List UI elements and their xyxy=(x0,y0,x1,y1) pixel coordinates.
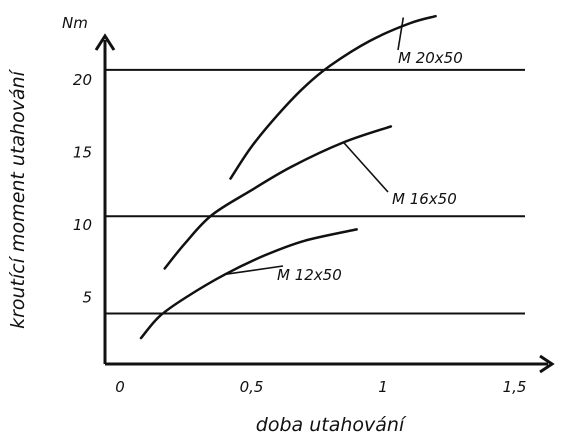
reference-lines xyxy=(105,68,525,315)
x-axis-title: doba utahování xyxy=(256,414,407,436)
series-curve-m-16x50 xyxy=(163,125,393,270)
y-tick-label: 15 xyxy=(73,144,92,162)
x-tick-label: 1 xyxy=(378,378,388,396)
curve-label-m12x50: M 12x50 xyxy=(277,266,342,284)
y-tick-labels: 5 10 15 20 xyxy=(73,71,92,307)
y-tick-label: 20 xyxy=(73,71,92,89)
x-tick-label: 1,5 xyxy=(503,378,527,396)
y-axis-arrow xyxy=(94,33,116,51)
curve-label-leaders xyxy=(225,17,405,276)
x-axis-arrow xyxy=(539,354,555,374)
y-unit-label: Nm xyxy=(62,14,88,32)
y-axis-title: kroutící moment utahování xyxy=(7,68,29,329)
series-lines xyxy=(139,14,437,340)
y-tick-label: 10 xyxy=(73,216,92,234)
x-tick-label: 0 xyxy=(115,378,125,396)
axes xyxy=(94,33,555,374)
curve-label-m16x50: M 16x50 xyxy=(392,190,457,208)
curve-label-m20x50: M 20x50 xyxy=(398,49,463,67)
x-tick-label: 0,5 xyxy=(240,378,264,396)
x-tick-labels: 0 0,5 1 1,5 xyxy=(115,378,526,396)
y-tick-label: 5 xyxy=(82,289,92,307)
leader-line xyxy=(225,265,284,276)
leader-line xyxy=(397,17,405,51)
series-curve-m-20x50 xyxy=(229,14,437,180)
leader-line xyxy=(342,141,389,193)
